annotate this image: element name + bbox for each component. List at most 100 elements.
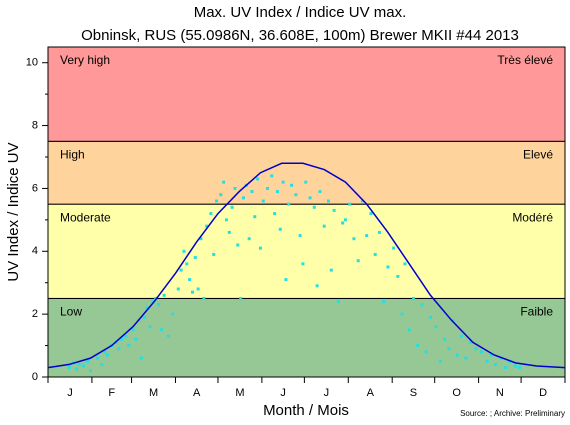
uv-point: [230, 205, 234, 209]
uv-point: [190, 290, 194, 294]
uv-point: [284, 278, 288, 282]
y-tick-label: 4: [32, 245, 38, 257]
y-tick-label: 0: [32, 371, 38, 383]
uv-zone: [47, 46, 566, 142]
uv-point: [504, 366, 508, 370]
uv-point: [365, 234, 369, 238]
x-tick-label: J: [280, 387, 286, 399]
uv-point: [209, 212, 213, 216]
uv-point: [202, 296, 206, 300]
uv-point: [464, 356, 468, 360]
uv-point: [261, 199, 265, 203]
x-tick-label: J: [324, 387, 330, 399]
uv-point: [326, 199, 330, 203]
uv-point: [455, 353, 459, 357]
uv-point: [360, 199, 364, 203]
zone-label-fr: Faible: [520, 305, 553, 319]
uv-point: [88, 369, 92, 373]
uv-point: [352, 237, 356, 241]
uv-point: [100, 362, 104, 366]
uv-point: [134, 337, 138, 341]
uv-point: [117, 347, 121, 351]
uv-zone: [47, 203, 566, 299]
zone-label: Moderate: [60, 210, 111, 224]
source-note: Source: ; Archive: Preliminary: [460, 409, 565, 418]
y-tick-label: 2: [32, 308, 38, 320]
uv-point: [212, 252, 216, 256]
uv-point: [131, 328, 135, 332]
uv-point: [247, 237, 251, 241]
uv-point: [348, 202, 352, 206]
uv-point: [287, 202, 291, 206]
uv-point: [258, 246, 262, 250]
uv-point: [166, 334, 170, 338]
uv-point: [312, 205, 316, 209]
uv-point: [127, 344, 131, 348]
x-tick-label: S: [410, 387, 417, 399]
uv-point: [241, 196, 245, 200]
uv-point: [416, 344, 420, 348]
zone-label-fr: Très élevé: [497, 53, 553, 67]
uv-point: [474, 347, 478, 351]
uv-point: [188, 278, 192, 282]
uv-point: [266, 186, 270, 190]
zone-label-fr: Modéré: [512, 210, 553, 224]
x-tick-label: J: [67, 387, 73, 399]
uv-point: [298, 234, 302, 238]
uv-point: [396, 274, 400, 278]
uv-point: [443, 337, 447, 341]
x-tick-label: M: [149, 387, 158, 399]
uv-point: [148, 325, 152, 329]
uv-point: [227, 230, 231, 234]
uv-point: [294, 193, 298, 197]
uv-point: [239, 296, 243, 300]
zone-label: Very high: [60, 53, 110, 67]
uv-point: [356, 259, 360, 263]
x-axis-label: Month / Mois: [263, 402, 349, 419]
uv-point: [411, 296, 415, 300]
uv-point: [154, 296, 158, 300]
x-tick-label: N: [496, 387, 504, 399]
x-tick-label: M: [235, 387, 244, 399]
chart-subtitle: Obninsk, RUS (55.0986N, 36.608E, 100m) B…: [81, 27, 519, 44]
uv-point: [308, 196, 312, 200]
uv-point: [304, 180, 308, 184]
uv-point: [145, 306, 149, 310]
uv-point: [179, 268, 183, 272]
y-axis-label: UV Index / Indice UV: [5, 142, 22, 281]
uv-point: [103, 350, 107, 354]
uv-point: [377, 230, 381, 234]
uv-zone: [47, 297, 566, 378]
uv-point: [205, 224, 209, 228]
uv-point: [159, 328, 163, 332]
uv-point: [120, 337, 124, 341]
uv-point: [250, 190, 254, 194]
uv-point: [434, 325, 438, 329]
clear-sky-curve: [47, 162, 566, 369]
uv-point: [373, 252, 377, 256]
uv-point: [382, 300, 386, 304]
uv-point: [392, 246, 396, 250]
uv-point: [253, 215, 257, 219]
uv-zone: [47, 140, 566, 205]
uv-point: [301, 262, 305, 266]
uv-point: [256, 177, 260, 181]
uv-point: [428, 315, 432, 319]
uv-point: [318, 190, 322, 194]
uv-point: [332, 208, 336, 212]
uv-point: [156, 303, 160, 307]
uv-point: [224, 218, 228, 222]
uv-point: [273, 212, 277, 216]
y-tick-label: 8: [32, 119, 38, 131]
x-tick-label: F: [108, 387, 115, 399]
chart-title: Max. UV Index / Indice UV max.: [194, 4, 407, 21]
uv-point: [171, 312, 175, 316]
uv-point: [315, 284, 319, 288]
y-tick-label: 6: [32, 182, 38, 194]
uv-point: [420, 303, 424, 307]
uv-point: [518, 366, 522, 370]
uv-point: [403, 262, 407, 266]
uv-point: [275, 190, 279, 194]
uv-point: [182, 249, 186, 253]
uv-point: [222, 180, 226, 184]
